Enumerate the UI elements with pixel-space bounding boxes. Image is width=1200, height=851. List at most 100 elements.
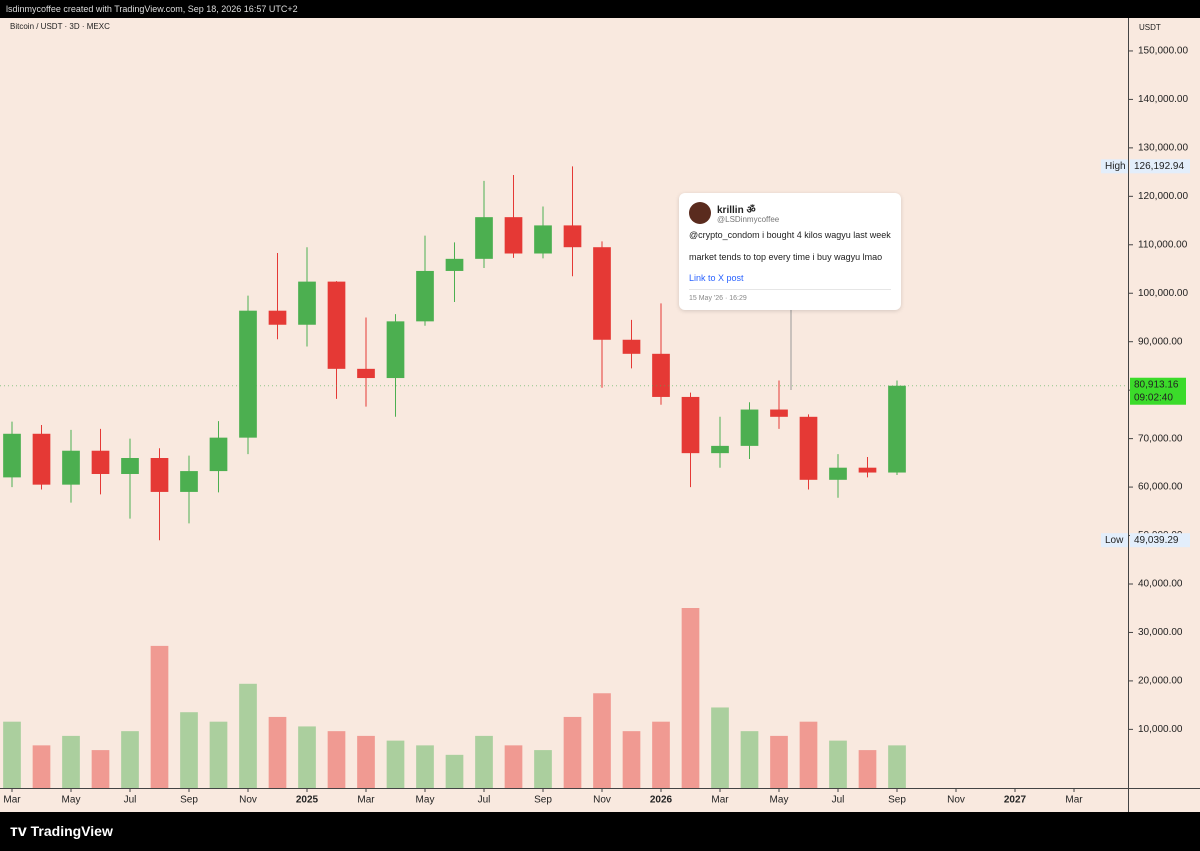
volume-bar (711, 707, 729, 788)
candle-body (740, 409, 759, 446)
volume-bar (121, 731, 139, 788)
price-marker-value: 126,192.94 (1134, 161, 1184, 172)
volume-bar (180, 712, 198, 788)
volume-bar (652, 721, 670, 788)
volume-bar (534, 750, 552, 788)
header: lsdinmycoffee created with TradingView.c… (0, 0, 1200, 18)
price-marker-label: Low (1105, 535, 1124, 546)
volume-bar (298, 726, 316, 788)
candle-body (209, 437, 228, 472)
footer: ᴛᴠ TradingView (0, 812, 1200, 850)
x-tick-label: May (62, 795, 81, 806)
volume-bar (622, 731, 641, 788)
x-tick-label: 2026 (650, 795, 673, 806)
candle-body (593, 247, 611, 340)
post-text: @crypto_condom i bought 4 kilos wagyu la… (689, 230, 891, 240)
brand: TradingView (30, 823, 113, 839)
y-tick-label: 20,000.00 (1138, 676, 1183, 687)
candle-body (32, 433, 51, 485)
candle-body (770, 409, 788, 417)
candle-body (386, 321, 405, 379)
x-tick-label: Sep (180, 795, 198, 806)
volume-bar (91, 750, 110, 788)
x-tick-label: May (770, 795, 789, 806)
candle-body (563, 225, 582, 248)
post-handle: @LSDinmycoffee (717, 215, 780, 224)
divider (689, 289, 891, 290)
x-tick-label: Jul (124, 795, 137, 806)
x-tick-label: Mar (357, 795, 375, 806)
volume-bar (209, 721, 228, 788)
price-marker-value: 49,039.29 (1134, 535, 1179, 546)
y-tick-label: 130,000.00 (1138, 143, 1188, 154)
volume-bar (357, 735, 375, 788)
post-card[interactable]: krillin ॐ @LSDinmycoffee @crypto_condom … (679, 193, 901, 310)
avatar (689, 202, 711, 224)
last-price-bg (1130, 377, 1186, 405)
volume-bar (445, 754, 464, 788)
volume-bar (888, 745, 906, 788)
candle-body (268, 310, 287, 325)
post-timestamp: 15 May '26 · 16:29 (689, 295, 747, 302)
y-tick-label: 150,000.00 (1138, 46, 1188, 57)
price-marker-bg (1101, 533, 1128, 548)
price-marker-label: High (1105, 161, 1126, 172)
y-tick-label: 140,000.00 (1138, 94, 1188, 105)
price-marker-bg (1130, 159, 1190, 174)
volume-bar (799, 721, 818, 788)
candle-body (829, 467, 847, 480)
candle-body (416, 270, 434, 322)
symbol-title: Bitcoin / USDT · 3D · MEXC (10, 22, 110, 31)
axis-unit: USDT (1139, 23, 1161, 32)
volume-bar (268, 716, 287, 788)
candle-body (888, 385, 906, 473)
candle-body (534, 225, 552, 254)
y-tick-label: 10,000.00 (1138, 724, 1183, 735)
logo: ᴛᴠ (10, 823, 27, 840)
y-tick-label: 110,000.00 (1138, 239, 1188, 250)
y-tick-label: 70,000.00 (1138, 433, 1183, 444)
volume-bar (150, 645, 169, 788)
candle-body (239, 310, 257, 438)
x-tick-label: Sep (534, 795, 552, 806)
candle-body (121, 458, 139, 474)
candle-body (3, 433, 21, 478)
candle-body (858, 467, 877, 473)
volume-bar (504, 745, 523, 788)
post-link[interactable]: Link to X post (689, 273, 744, 283)
volume-bar (740, 731, 759, 788)
y-tick-label: 120,000.00 (1138, 191, 1188, 202)
background (0, 18, 1200, 812)
x-tick-label: 2027 (1004, 795, 1027, 806)
volume-bar (563, 716, 582, 788)
x-tick-label: Jul (832, 795, 845, 806)
x-tick-label: Nov (593, 795, 611, 806)
volume-bar (770, 735, 788, 788)
candle-body (504, 217, 523, 254)
candle-body (652, 353, 670, 397)
volume-bar (239, 683, 257, 788)
candle-body (681, 396, 700, 454)
volume-bar (32, 745, 51, 788)
volume-bar (416, 745, 434, 788)
y-tick-label: 40,000.00 (1138, 579, 1183, 590)
candle-body (445, 258, 464, 271)
x-tick-label: Mar (1065, 795, 1083, 806)
last-price: 80,913.16 (1134, 379, 1179, 390)
candle-body (180, 471, 198, 492)
candle-body (622, 339, 641, 354)
volume-bar (593, 693, 611, 788)
x-tick-label: Nov (239, 795, 257, 806)
x-tick-label: Nov (947, 795, 965, 806)
volume-bar (327, 731, 346, 788)
volume-bar (829, 740, 847, 788)
y-tick-label: 90,000.00 (1138, 336, 1183, 347)
candle-body (91, 450, 110, 474)
countdown: 09:02:40 (1134, 392, 1173, 403)
volume-bar (681, 608, 700, 788)
post-text: market tends to top every time i buy wag… (689, 252, 883, 262)
volume-bar (62, 735, 80, 788)
x-tick-label: May (416, 795, 435, 806)
price-marker-bg (1101, 159, 1128, 174)
